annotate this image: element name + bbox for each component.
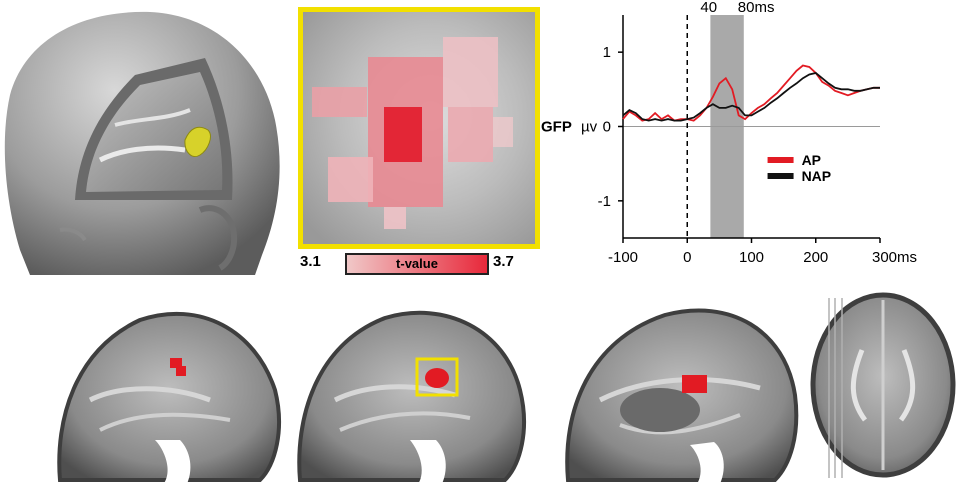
y-tick-label: -1 [598, 193, 611, 210]
x-tick-label: 100 [739, 249, 764, 266]
cortex-surface [86, 72, 223, 192]
x-tick-label: 200 [803, 249, 828, 266]
brain-slices-row [57, 292, 956, 488]
activation-voxels [312, 37, 513, 229]
y-axis-unit: µv [581, 119, 598, 136]
series-line-ap [622, 64, 880, 122]
axial-slice [810, 292, 956, 478]
head-3d-render [4, 11, 280, 275]
sagittal-slice-3 [565, 308, 799, 488]
legend-label-nap: NAP [802, 168, 832, 184]
series-line-nap [622, 72, 880, 122]
activation-marker-2 [425, 368, 449, 388]
highlight-frame [298, 7, 540, 249]
activation-zoom-panel [298, 7, 540, 249]
x-tick-label: 0 [683, 249, 691, 266]
colorbar: t-value [345, 253, 489, 275]
x-tick-label: 300ms [872, 249, 917, 266]
y-axis-label: GFP [541, 119, 572, 136]
x-tick-label: -100 [608, 249, 638, 266]
activation-blob-3d [184, 126, 211, 157]
activation-marker-3 [682, 375, 707, 393]
window-start-label: 40 [700, 0, 717, 16]
sagittal-slice-1 [57, 311, 282, 488]
sagittal-slice-2 [297, 310, 527, 488]
legend-label-ap: AP [802, 152, 821, 168]
colorbar-max-label: 3.7 [493, 253, 514, 270]
activation-marker-1 [170, 358, 182, 368]
window-end-label: 80ms [738, 0, 775, 16]
colorbar-min-label: 3.1 [300, 253, 321, 270]
y-tick-label: 1 [603, 44, 611, 61]
zoom-region-frame [415, 357, 459, 397]
colorbar-title: t-value [396, 256, 438, 271]
y-tick-label: 0 [603, 119, 611, 136]
